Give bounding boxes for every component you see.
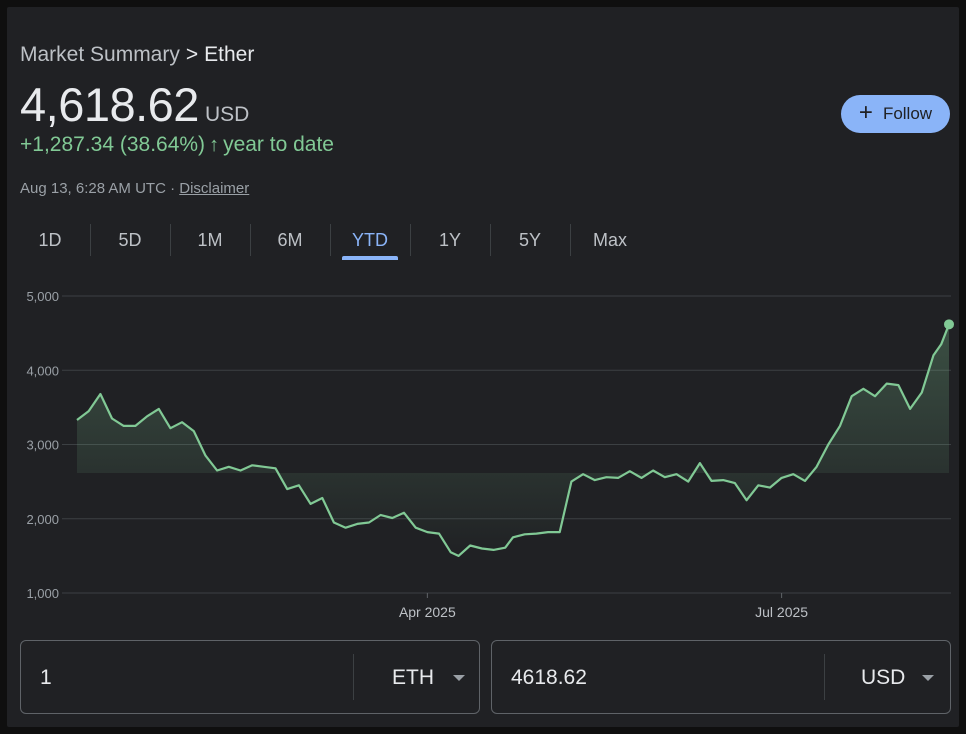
chevron-down-icon[interactable]	[922, 675, 934, 681]
tab-max[interactable]: Max	[570, 222, 650, 258]
breadcrumb-separator: >	[185, 43, 199, 66]
breadcrumb-current: Ether	[204, 43, 255, 66]
range-tabs: 1D 5D 1M 6M YTD 1Y 5Y Max	[10, 222, 650, 260]
y-tick-label: 5,000	[26, 289, 59, 304]
change-text: +1,287.34 (38.64%)	[20, 133, 206, 156]
price-currency: USD	[204, 103, 250, 126]
tab-1y[interactable]: 1Y	[410, 222, 490, 258]
price-value: 4,618.62	[20, 78, 199, 131]
follow-label: Follow	[882, 104, 933, 123]
price-row: 4,618.62 USD	[20, 77, 249, 132]
converter-from-value[interactable]: 1	[40, 666, 52, 689]
market-summary-card: Market Summary > Ether 4,618.62 USD +1,287…	[7, 7, 959, 727]
price-line	[76, 323, 951, 557]
y-tick-label: 4,000	[26, 363, 59, 378]
converter-divider	[824, 654, 825, 700]
breadcrumb-parent[interactable]: Market Summary	[20, 43, 180, 66]
price-change: +1,287.34 (38.64%) ↑ year to date	[20, 133, 334, 157]
chevron-down-icon[interactable]	[453, 675, 465, 681]
y-tick-label: 2,000	[26, 512, 59, 527]
price-area	[77, 324, 949, 556]
x-tick-label: Jul 2025	[755, 604, 808, 620]
converter-to-unit[interactable]: USD	[861, 666, 906, 689]
arrow-up-icon: ↑	[209, 133, 220, 156]
follow-button[interactable]: + Follow	[841, 95, 950, 133]
price-chart: 5,000 4,000 3,000 2,000 1,000 Apr 2025 Jul 202…	[26, 289, 954, 620]
tab-ytd[interactable]: YTD	[330, 222, 410, 260]
change-period: year to date	[223, 133, 334, 156]
y-tick-label: 1,000	[26, 586, 59, 601]
y-tick-label: 3,000	[26, 438, 59, 453]
converter-divider	[353, 654, 354, 700]
breadcrumb: Market Summary > Ether	[20, 43, 254, 67]
tab-5y[interactable]: 5Y	[490, 222, 570, 258]
timestamp: Aug 13, 6:28 AM UTC ·	[20, 180, 176, 197]
converter-from-unit[interactable]: ETH	[392, 666, 434, 689]
x-tick-label: Apr 2025	[399, 604, 456, 620]
tab-1m[interactable]: 1M	[170, 222, 250, 258]
plus-icon: +	[858, 99, 873, 126]
disclaimer-link[interactable]: Disclaimer	[179, 180, 250, 197]
tab-6m[interactable]: 6M	[250, 222, 330, 258]
converter-to-value[interactable]: 4618.62	[511, 666, 587, 689]
converter-to: 4618.62 USD	[491, 640, 951, 714]
timestamp-row: Aug 13, 6:28 AM UTC · Disclaimer	[20, 180, 249, 197]
tab-5d[interactable]: 5D	[90, 222, 170, 258]
latest-price-dot	[944, 319, 954, 330]
tab-1d[interactable]: 1D	[38, 229, 62, 250]
converter-from: 1 ETH	[20, 640, 480, 714]
